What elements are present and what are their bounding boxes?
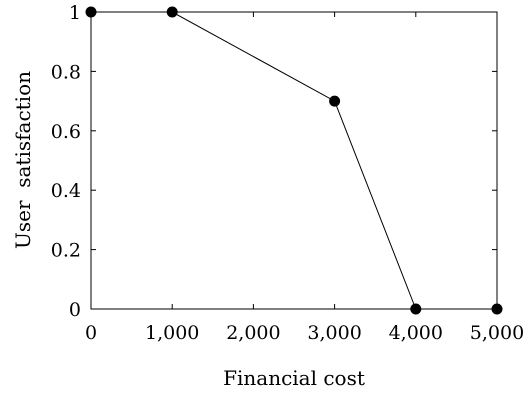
data-point bbox=[85, 6, 97, 18]
y-axis-title: User satisfaction bbox=[11, 71, 35, 249]
y-tick-label: 0.6 bbox=[51, 121, 81, 143]
series-layer bbox=[85, 6, 503, 315]
x-tick-label: 4,000 bbox=[389, 322, 443, 344]
data-point bbox=[166, 6, 178, 18]
y-tick-label: 0.2 bbox=[51, 240, 81, 262]
x-tick-label: 2,000 bbox=[226, 322, 280, 344]
ticks-layer: 0 1,000 2,000 3,000 4,000 5,000 0 0.2 0.4 0.6 0.8 1 bbox=[51, 2, 524, 344]
data-point bbox=[410, 303, 422, 315]
data-point bbox=[491, 303, 503, 315]
data-point bbox=[329, 95, 341, 107]
y-tick-label: 1 bbox=[69, 2, 81, 24]
y-tick-label: 0 bbox=[69, 299, 81, 321]
y-tick-label: 0.4 bbox=[51, 180, 81, 202]
y-tick-label: 0.8 bbox=[51, 61, 81, 83]
x-tick-label: 3,000 bbox=[307, 322, 361, 344]
x-tick-label: 0 bbox=[85, 322, 97, 344]
x-tick-label: 5,000 bbox=[470, 322, 524, 344]
series-line bbox=[91, 11, 497, 310]
x-axis-title: Financial cost bbox=[223, 366, 365, 390]
plot-area-frame bbox=[90, 11, 498, 310]
x-tick-label: 1,000 bbox=[145, 322, 199, 344]
